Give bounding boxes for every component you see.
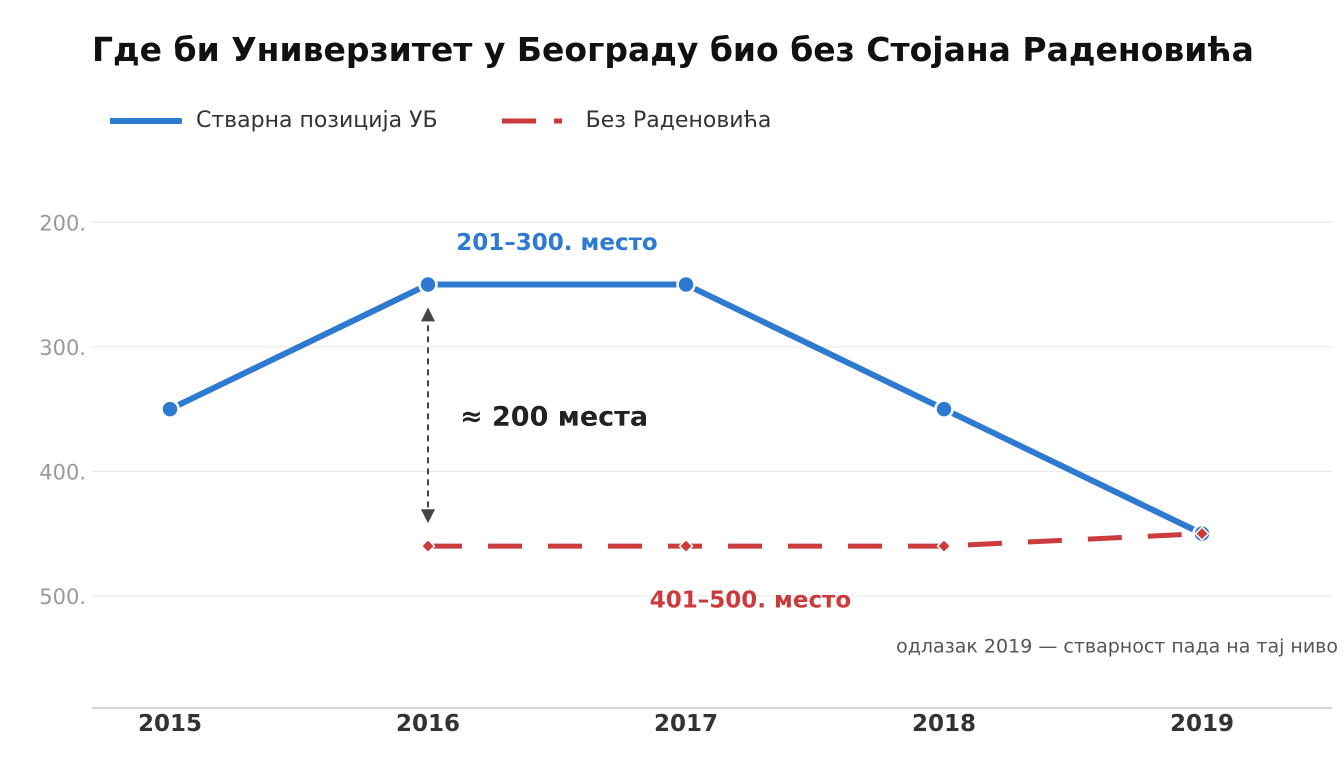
series-0-point-2 <box>676 274 696 295</box>
legend: Стварна позиција УБ Без Радено­вића <box>110 108 833 133</box>
series-1-point-2 <box>678 538 694 554</box>
annotation-note: одлазак 2019 — стварност пада на тај нив… <box>896 636 1338 658</box>
series-1-point-3 <box>936 538 952 554</box>
legend-item-actual: Стварна позиција УБ <box>110 108 438 133</box>
x-tick-label-0: 2015 <box>138 711 202 737</box>
legend-swatch-counterfactual <box>501 118 562 123</box>
x-tick-label-1: 2016 <box>396 711 460 737</box>
x-tick-label-4: 2019 <box>1170 711 1234 737</box>
legend-label-actual: Стварна позиција УБ <box>196 108 438 133</box>
series-0-point-0 <box>160 399 180 419</box>
series-line-0 <box>167 281 1205 537</box>
series-0-point-3 <box>934 399 954 419</box>
annotation-gap: ≈ 200 места <box>460 401 648 432</box>
legend-swatch-actual <box>110 117 182 124</box>
y-tick-label-1: 300. <box>39 336 86 360</box>
y-tick-label-3: 500. <box>39 585 86 609</box>
chart-title: Где би Универзитет у Београду био без Ст… <box>92 30 1254 69</box>
y-tick-label-0: 200. <box>39 211 86 235</box>
x-tick-label-3: 2018 <box>912 711 976 737</box>
y-tick-label-2: 400. <box>39 460 86 484</box>
annotation-top-range: 201–300. место <box>456 230 657 256</box>
annotation-bottom-range: 401–500. место <box>650 588 851 614</box>
series-line-1 <box>428 531 1203 549</box>
legend-label-counterfactual: Без Радено­вића <box>585 108 772 133</box>
legend-item-counterfactual: Без Радено­вића <box>500 108 772 133</box>
x-tick-label-2: 2017 <box>654 711 718 737</box>
series-1-point-4 <box>1194 526 1210 542</box>
series-0-point-1 <box>418 274 438 295</box>
series-1-point-1 <box>420 538 436 554</box>
